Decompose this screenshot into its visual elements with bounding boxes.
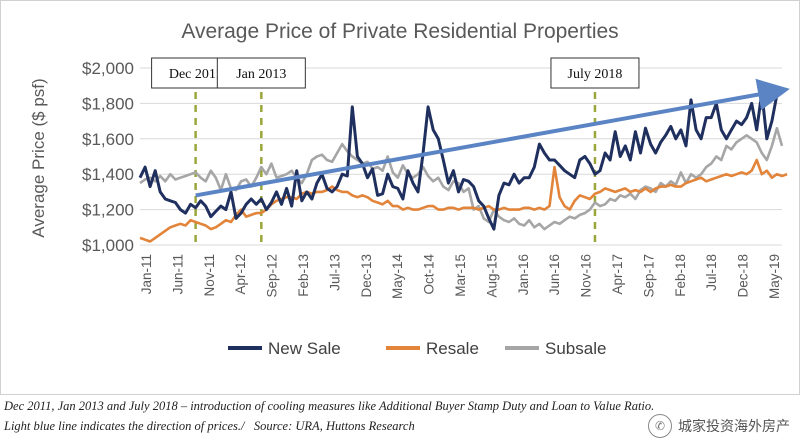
x-tick-label: Oct-14 — [422, 254, 437, 295]
caption-source: Source: URA, Huttons Research — [253, 419, 415, 433]
y-axis-label: Average Price ($ psf) — [29, 78, 48, 237]
x-tick-label: Feb-13 — [296, 254, 311, 297]
cooling-measure-annotations: Dec 2011 Jan 2013 July 2018 — [151, 57, 640, 245]
x-tick-label: May-14 — [390, 254, 405, 300]
y-tick-label: $2,000 — [82, 59, 134, 78]
trend-layer — [195, 78, 790, 198]
annotation-label: Dec 2011 — [169, 67, 223, 82]
x-tick-label: Jul-18 — [704, 254, 719, 291]
x-tick-label: Sep-17 — [641, 254, 656, 298]
y-tick-label: $1,000 — [82, 236, 134, 255]
x-tick-label: May-19 — [767, 254, 782, 299]
y-tick-label: $1,400 — [82, 165, 134, 184]
x-tick-labels: Jan-11 Jun-11 Nov-11 Apr-12 Sep-12 Feb-13 Jul-… — [139, 254, 782, 300]
legend-label: Subsale — [545, 339, 606, 358]
x-tick-label: Sep-12 — [265, 254, 280, 298]
legend: New Sale Resale Subsale — [228, 339, 606, 358]
legend-label: Resale — [426, 339, 479, 358]
watermark: ✆ 城家投资海外房产 — [648, 414, 790, 438]
x-tick-label: Jul-13 — [327, 254, 342, 291]
y-tick-label: $1,600 — [82, 130, 134, 149]
x-tick-label: Jun-16 — [547, 254, 562, 295]
legend-label: New Sale — [268, 339, 341, 358]
wechat-icon: ✆ — [648, 414, 672, 438]
x-tick-label: Apr-17 — [610, 254, 625, 295]
chart-frame — [0, 0, 800, 395]
caption-direction-note: Light blue line indicates the direction … — [4, 419, 241, 433]
watermark-text: 城家投资海外房产 — [678, 419, 790, 435]
y-tick-label: $1,800 — [82, 94, 134, 113]
x-tick-label: Jan-16 — [516, 254, 531, 295]
x-tick-label: Mar-15 — [453, 254, 468, 297]
x-tick-label: Jun-11 — [170, 254, 185, 294]
annotation-label: July 2018 — [568, 67, 623, 82]
series-line-new-sale — [138, 91, 783, 231]
x-tick-label: Dec-13 — [359, 254, 374, 298]
x-tick-label: Apr-12 — [233, 254, 248, 295]
x-tick-label: Dec-18 — [736, 254, 751, 298]
annotation-box — [216, 57, 306, 89]
x-tick-label: Aug-15 — [484, 254, 499, 298]
chart-title: Average Price of Private Residential Pro… — [181, 20, 618, 43]
price-chart: Average Price of Private Residential Pro… — [0, 0, 800, 395]
caption-line-1: Dec 2011, Jan 2013 and July 2018 – intro… — [4, 399, 655, 413]
x-tick-label: Jan-11 — [139, 254, 154, 294]
y-tick-label: $1,200 — [82, 201, 134, 220]
chart-svg: Average Price of Private Residential Pro… — [0, 0, 800, 395]
y-tick-labels: $1,000 $1,200 $1,400 $1,600 $1,800 $2,000 — [82, 59, 134, 255]
grid-lines — [140, 67, 782, 246]
series-lines — [138, 91, 788, 243]
x-tick-label: Feb-18 — [673, 254, 688, 297]
chart-caption: Dec 2011, Jan 2013 and July 2018 – intro… — [4, 396, 655, 436]
x-tick-label: Nov-11 — [202, 254, 217, 297]
trend-arrow — [195, 78, 790, 198]
annotation-label: Jan 2013 — [236, 67, 286, 82]
x-tick-label: Nov-16 — [579, 254, 594, 298]
caption-line-2: Light blue line indicates the direction … — [4, 416, 604, 436]
series-line-resale — [139, 158, 788, 243]
annotation-box — [550, 57, 640, 89]
caption-separator: / — [241, 419, 254, 433]
